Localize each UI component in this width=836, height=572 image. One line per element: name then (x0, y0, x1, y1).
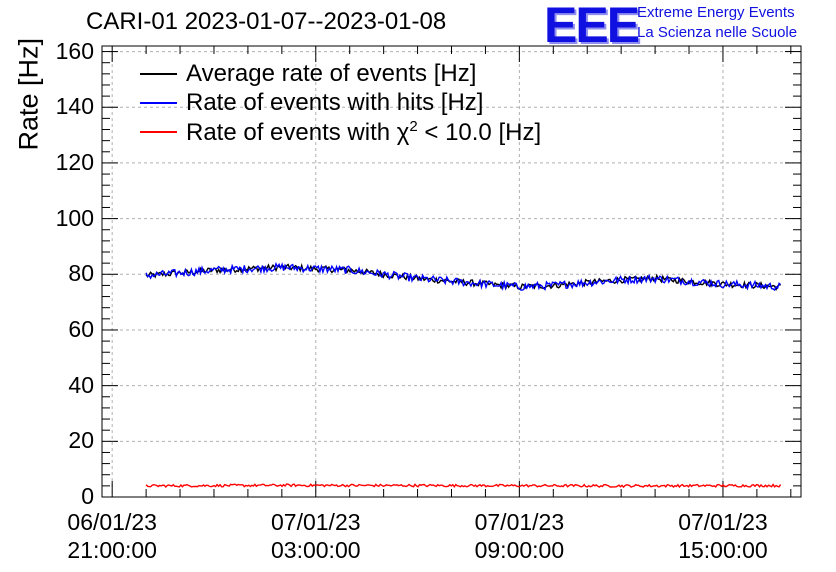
chart-title: CARI-01 2023-01-07--2023-01-08 (86, 8, 447, 35)
x-tick-label: 07/01/23 09:00:00 (454, 508, 584, 564)
legend-label-average: Average rate of events [Hz] (186, 60, 477, 87)
y-tick-label: 0 (81, 483, 94, 509)
x-tick-time: 15:00:00 (678, 537, 768, 563)
x-tick-date: 07/01/23 (271, 509, 361, 535)
legend-label-hits: Rate of events with hits [Hz] (186, 89, 484, 116)
legend-swatch-hits (140, 102, 177, 104)
series-line-hits (145, 261, 782, 292)
y-tick-label: 140 (55, 93, 94, 120)
logo-line-2: La Scienza nelle Scuole (637, 24, 798, 41)
y-tick-label: 160 (55, 37, 94, 64)
x-tick-time: 09:00:00 (474, 537, 565, 563)
legend-swatch-average (140, 73, 177, 75)
x-tick-date: 07/01/23 (678, 509, 768, 535)
x-tick-label: 07/01/23 03:00:00 (251, 508, 381, 564)
logo-caption: Extreme Energy Events La Scienza nelle S… (637, 3, 797, 43)
x-tick-label: 07/01/23 15:00:00 (658, 508, 788, 564)
logo-line-1: Extreme Energy Events (637, 4, 795, 21)
y-tick-label: 20 (68, 427, 94, 454)
legend-swatch-chi2 (140, 131, 177, 133)
y-tick-label: 60 (68, 315, 94, 342)
y-tick-label: 120 (55, 148, 94, 175)
legend-label-chi2: Rate of events with χ2 < 10.0 [Hz] (186, 118, 541, 147)
x-tick-label: 06/01/23 21:00:00 (47, 508, 177, 564)
series-line-chi2 (145, 483, 782, 489)
x-tick-time: 03:00:00 (271, 537, 361, 563)
x-tick-date: 06/01/23 (67, 509, 157, 535)
y-tick-label: 40 (68, 371, 94, 398)
y-tick-label: 100 (55, 204, 94, 231)
legend-chi2-suffix: < 10.0 [Hz] (417, 119, 542, 146)
eee-logo: EEE (544, 0, 640, 53)
legend-chi2-prefix: Rate of events with χ (186, 119, 410, 146)
legend-chi2-sup: 2 (409, 118, 418, 135)
x-tick-time: 21:00:00 (67, 537, 157, 563)
y-tick-label: 80 (68, 260, 94, 287)
x-tick-date: 07/01/23 (474, 509, 565, 535)
